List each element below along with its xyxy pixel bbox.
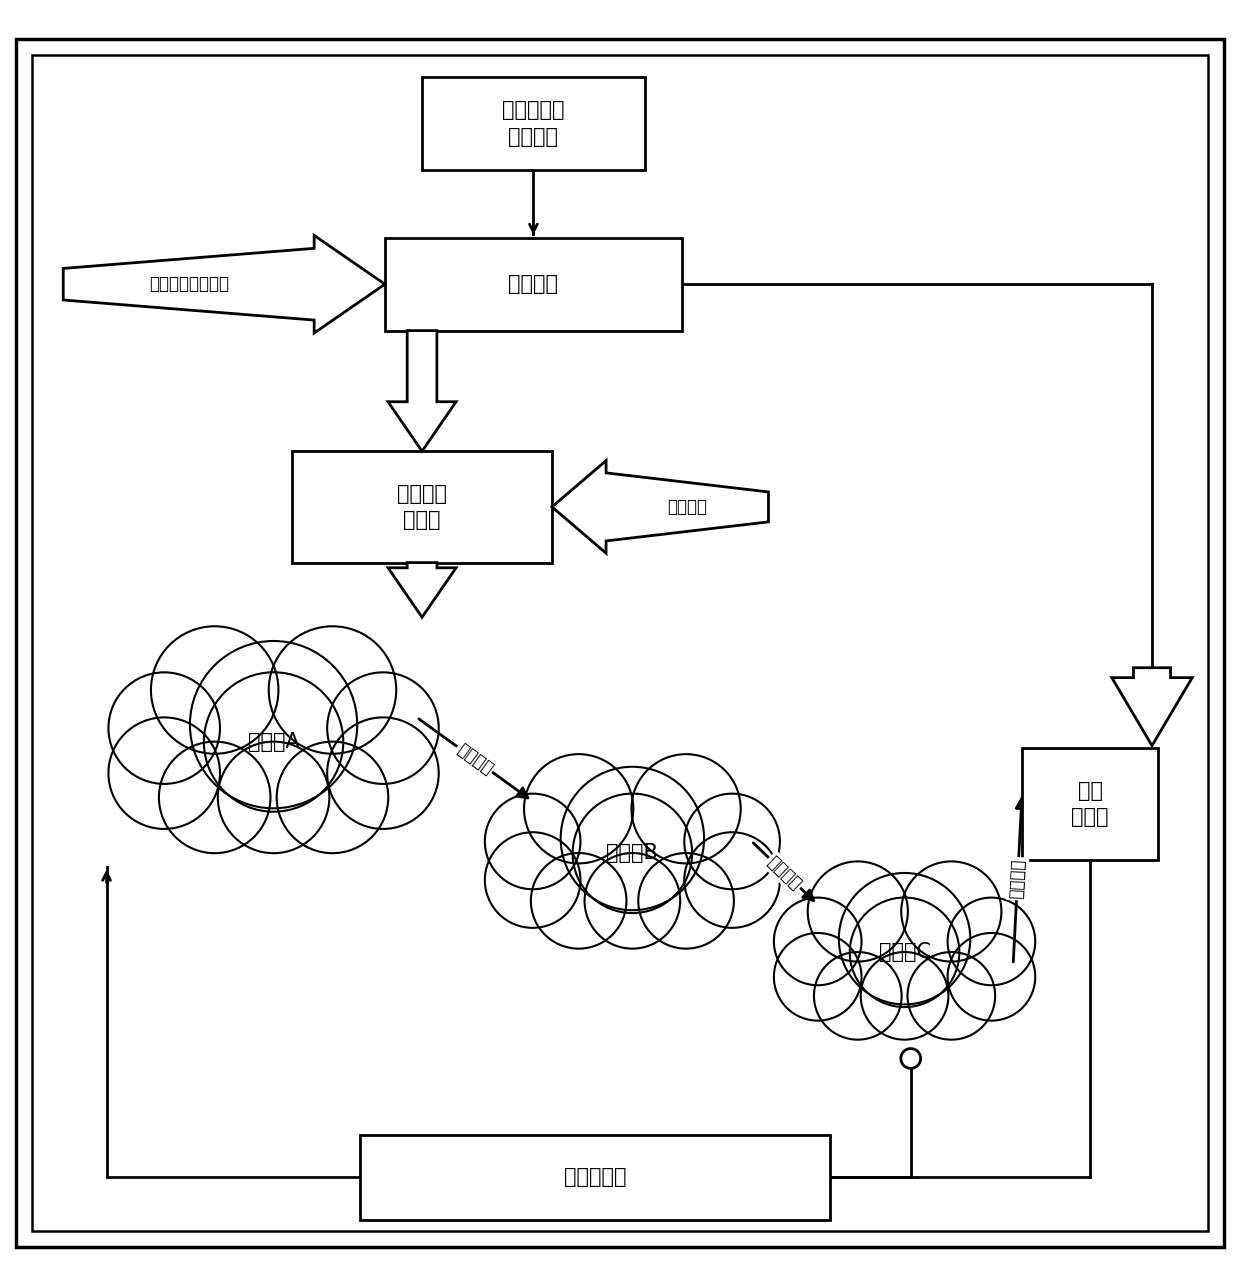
Text: 人工湖B: 人工湖B [606,844,658,863]
Circle shape [684,793,780,889]
Bar [293,451,552,562]
Text: 人工湖A: 人工湖A [248,732,299,752]
Circle shape [573,793,692,913]
Circle shape [151,626,279,754]
Circle shape [108,673,219,784]
Circle shape [947,898,1035,985]
Circle shape [584,853,681,949]
Bar [360,1136,831,1219]
Circle shape [531,853,626,949]
Bar [384,238,682,331]
Circle shape [639,853,734,949]
Circle shape [159,742,270,853]
Polygon shape [63,235,384,333]
Circle shape [218,742,330,853]
Circle shape [631,754,740,863]
Text: 梯级连通: 梯级连通 [453,741,496,778]
Bar [422,77,645,170]
Text: 循环子系统: 循环子系统 [564,1168,626,1187]
Circle shape [684,832,780,928]
Text: 退水
子系统: 退水 子系统 [1071,781,1109,827]
Text: 人工湖C: 人工湖C [879,943,930,962]
Polygon shape [1112,667,1192,746]
Circle shape [327,718,439,829]
Text: 控制涵闸控
制分系统: 控制涵闸控 制分系统 [502,100,564,147]
Circle shape [813,952,901,1039]
Text: 进口调节
沉沙池: 进口调节 沉沙池 [397,484,448,530]
Circle shape [901,862,1002,962]
Polygon shape [388,331,456,451]
Circle shape [947,932,1035,1021]
Circle shape [908,952,996,1039]
Circle shape [900,1048,920,1069]
Circle shape [838,873,970,1004]
Text: 梯级连通: 梯级连通 [1008,858,1028,899]
Polygon shape [552,460,769,553]
Circle shape [108,718,219,829]
Bar [1022,748,1158,859]
Circle shape [560,766,704,910]
Circle shape [277,742,388,853]
Circle shape [485,832,580,928]
Circle shape [485,793,580,889]
Circle shape [849,898,960,1007]
Text: 控制涵闸: 控制涵闸 [508,274,558,294]
Text: 城市雨水集水管网: 城市雨水集水管网 [149,275,228,293]
Circle shape [203,673,343,811]
Circle shape [327,673,439,784]
Circle shape [774,932,862,1021]
Circle shape [861,952,949,1039]
Circle shape [525,754,634,863]
Circle shape [807,862,908,962]
Circle shape [190,640,357,809]
Text: 备用水源: 备用水源 [667,498,707,516]
Circle shape [774,898,862,985]
Polygon shape [388,562,456,617]
Circle shape [269,626,397,754]
Text: 梯级连通: 梯级连通 [764,853,805,894]
